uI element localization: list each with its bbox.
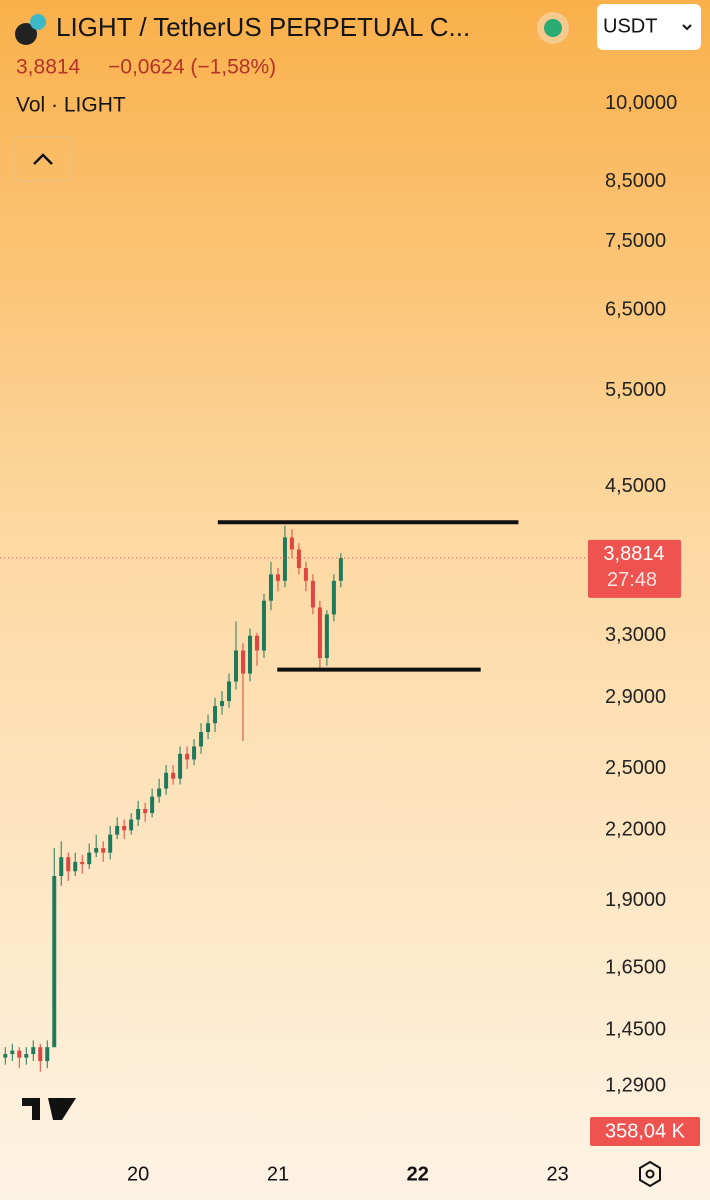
candle-body (178, 753, 183, 779)
candle-body (136, 808, 141, 820)
candle-body (80, 861, 85, 865)
currency-select[interactable] (597, 4, 701, 50)
candle-body (38, 1047, 43, 1062)
candle-body (115, 825, 120, 835)
coin-logo (15, 23, 37, 45)
candle-body (310, 580, 315, 608)
price-change: −0,0624 (−1,58%) (108, 56, 276, 79)
candle-body (101, 848, 106, 853)
x-tick-label: 20 (127, 1163, 149, 1185)
candle-body (254, 635, 259, 651)
candle-body (303, 568, 308, 581)
candle-body (268, 574, 273, 601)
candle-body (331, 580, 336, 615)
candle-body (45, 1047, 50, 1062)
candle-body (143, 808, 148, 814)
candle-body (129, 819, 134, 831)
y-tick-label: 1,4500 (605, 1019, 666, 1041)
y-tick-label: 1,6500 (605, 957, 666, 979)
last-price: 3,8814 (16, 56, 81, 79)
y-tick-label: 3,3000 (605, 624, 666, 646)
candle-body (338, 558, 343, 581)
candle-body (317, 607, 322, 659)
candle-body (213, 706, 218, 724)
candle-body (324, 614, 329, 659)
x-tick-label: 21 (267, 1163, 289, 1185)
last-price-label: 3,8814 (603, 543, 664, 565)
status-dot (544, 19, 562, 37)
y-tick-label: 8,5000 (605, 170, 666, 192)
exchange-logo (30, 14, 46, 30)
candle-body (122, 825, 127, 831)
candle-body (73, 861, 78, 872)
collapse-button[interactable] (14, 136, 72, 182)
candle-body (108, 834, 113, 853)
candle-body (24, 1054, 29, 1058)
candle-body (94, 848, 99, 853)
y-tick-label: 1,2900 (605, 1075, 666, 1097)
candle-body (150, 796, 155, 814)
y-tick-label: 5,5000 (605, 379, 666, 401)
candle-body (164, 772, 169, 789)
candle-body (87, 852, 92, 865)
settings-icon[interactable] (639, 1160, 661, 1188)
x-tick-label: 23 (546, 1163, 568, 1185)
y-tick-label: 4,5000 (605, 475, 666, 497)
countdown-label: 27:48 (607, 569, 657, 591)
y-tick-label: 2,5000 (605, 757, 666, 779)
last-price-box (588, 539, 681, 598)
candle-body (59, 857, 64, 877)
collapse-icon (33, 153, 53, 165)
candle-body (52, 876, 57, 1048)
tradingview-logo-dot (57, 1100, 65, 1108)
y-tick-label: 10,0000 (605, 92, 677, 114)
candle-body (275, 574, 280, 581)
candle-body (157, 788, 162, 797)
candle-body (199, 732, 204, 747)
candle-body (247, 635, 252, 674)
dropdown-arrow (682, 24, 692, 31)
candle-body (289, 537, 294, 550)
currency-label[interactable]: USDT (603, 15, 657, 37)
candle-body (192, 746, 197, 760)
candle-body (282, 537, 287, 581)
candle-body (185, 753, 190, 760)
volume-legend: Vol · LIGHT (16, 94, 126, 117)
candle-body (66, 857, 71, 872)
candle-body (261, 600, 266, 651)
y-tick-label: 7,5000 (605, 230, 666, 252)
candle-body (31, 1047, 36, 1055)
candle-body (3, 1054, 8, 1058)
candle-body (206, 723, 211, 733)
volume-box (590, 1117, 700, 1146)
candle-body (296, 549, 301, 569)
candle-body (171, 772, 176, 779)
y-tick-label: 6,5000 (605, 299, 666, 321)
symbol-title: LIGHT / TetherUS PERPETUAL C... (56, 12, 470, 42)
y-tick-label: 2,9000 (605, 686, 666, 708)
volume-label: 358,04 K (605, 1120, 686, 1142)
candle-body (10, 1050, 15, 1055)
x-tick-label: 22 (407, 1163, 429, 1185)
settings-icon-center (645, 1169, 655, 1179)
candle-body (241, 650, 246, 674)
candle-body (220, 701, 225, 707)
candle-body (234, 650, 239, 682)
y-tick-label: 1,9000 (605, 889, 666, 911)
candle-body (227, 681, 232, 702)
y-tick-label: 2,2000 (605, 819, 666, 841)
candle-body (17, 1050, 22, 1058)
